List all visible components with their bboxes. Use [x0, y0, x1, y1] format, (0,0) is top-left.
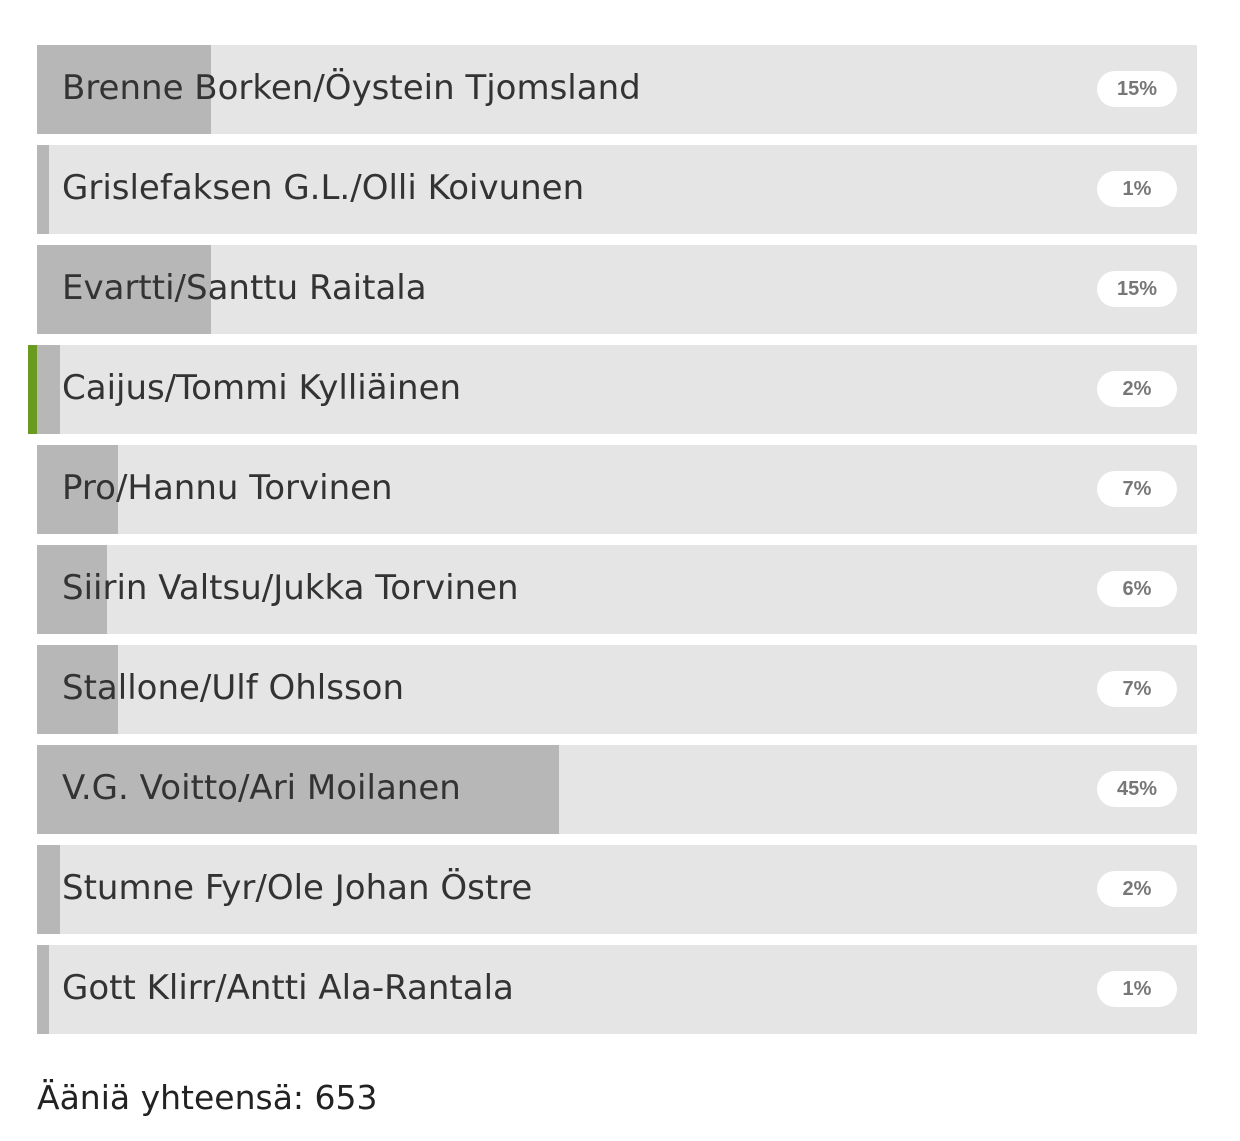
percent-badge: 15%: [1097, 271, 1177, 307]
option-label: Gott Klirr/Antti Ala-Rantala: [62, 968, 514, 1008]
result-bar-fill: [37, 445, 119, 534]
percent-badge: 1%: [1097, 971, 1177, 1007]
percent-badge: 2%: [1097, 371, 1177, 407]
option-label: Caijus/Tommi Kylliäinen: [62, 368, 462, 408]
percent-badge: 7%: [1097, 671, 1177, 707]
result-bar-fill: [37, 645, 119, 734]
result-bar-fill: [37, 45, 211, 134]
poll-option[interactable]: Pro/Hannu Torvinen 7%: [37, 445, 1197, 534]
poll-option[interactable]: Stumne Fyr/Ole Johan Östre 2%: [37, 845, 1197, 934]
total-votes: Ääniä yhteensä: 653: [37, 1078, 378, 1117]
result-bar-fill: [37, 945, 49, 1034]
poll-option[interactable]: V.G. Voitto/Ari Moilanen 45%: [37, 745, 1197, 834]
percent-badge: 1%: [1097, 171, 1177, 207]
option-label: Evartti/Santtu Raitala: [62, 268, 427, 308]
poll-option[interactable]: Brenne Borken/Öystein Tjomsland 15%: [37, 45, 1197, 134]
result-bar-fill: [37, 845, 61, 934]
result-bar-fill: [37, 745, 559, 834]
result-bar-fill: [37, 345, 61, 434]
result-bar-fill: [37, 545, 107, 634]
option-label: Brenne Borken/Öystein Tjomsland: [62, 68, 641, 108]
option-label: V.G. Voitto/Ari Moilanen: [62, 768, 461, 808]
poll-option[interactable]: Siirin Valtsu/Jukka Torvinen 6%: [37, 545, 1197, 634]
poll-option[interactable]: Gott Klirr/Antti Ala-Rantala 1%: [37, 945, 1197, 1034]
percent-badge: 6%: [1097, 571, 1177, 607]
result-bar-fill: [37, 245, 211, 334]
option-label: Grislefaksen G.L./Olli Koivunen: [62, 168, 585, 208]
option-label: Pro/Hannu Torvinen: [62, 468, 393, 508]
percent-badge: 7%: [1097, 471, 1177, 507]
option-label: Siirin Valtsu/Jukka Torvinen: [62, 568, 519, 608]
percent-badge: 2%: [1097, 871, 1177, 907]
poll-option[interactable]: Evartti/Santtu Raitala 15%: [37, 245, 1197, 334]
percent-badge: 45%: [1097, 771, 1177, 807]
poll-option[interactable]: Grislefaksen G.L./Olli Koivunen 1%: [37, 145, 1197, 234]
percent-badge: 15%: [1097, 71, 1177, 107]
option-label: Stumne Fyr/Ole Johan Östre: [62, 868, 533, 908]
result-bar-fill: [37, 145, 49, 234]
poll-option[interactable]: Caijus/Tommi Kylliäinen 2%: [28, 345, 1197, 434]
poll-results: Brenne Borken/Öystein Tjomsland 15% Grisle…: [28, 45, 1197, 1045]
poll-option[interactable]: Stallone/Ulf Ohlsson 7%: [37, 645, 1197, 734]
option-label: Stallone/Ulf Ohlsson: [62, 668, 405, 708]
